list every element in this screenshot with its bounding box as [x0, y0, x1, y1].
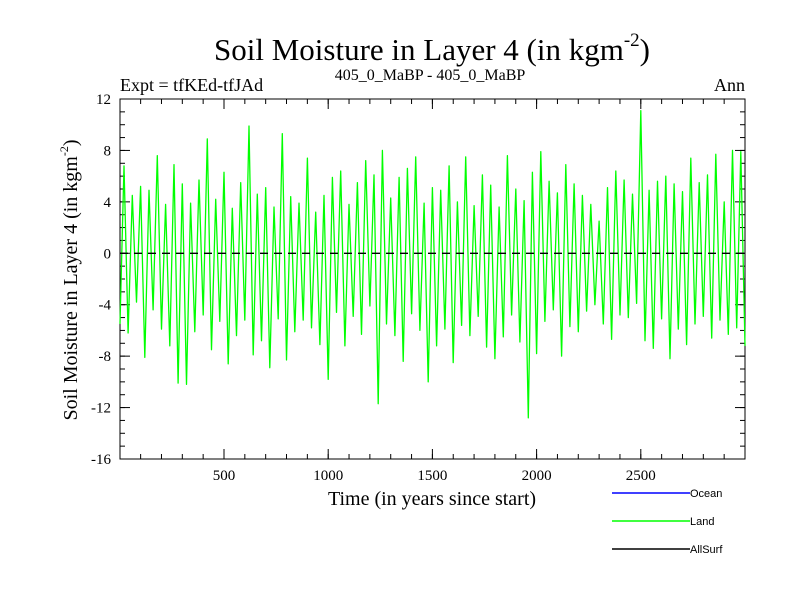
- x-tick-label: 1500: [417, 468, 447, 484]
- subtitle-right: Ann: [714, 75, 745, 95]
- legend-label-ocean: Ocean: [690, 488, 722, 500]
- series-layer: [119, 109, 746, 419]
- y-axis-label-end: ): [60, 139, 82, 146]
- y-axis-label: Soil Moisture in Layer 4 (in kgm-2): [57, 139, 82, 420]
- y-tick-label: 0: [104, 246, 112, 262]
- y-tick-label: 12: [96, 92, 111, 108]
- y-tick-label: -16: [91, 452, 111, 468]
- chart-title: Soil Moisture in Layer 4 (in kgm-2): [214, 30, 650, 67]
- x-tick-labels: 500 1000 1500 2000 2500: [213, 468, 656, 484]
- chart-title-text: Soil Moisture in Layer 4 (in kgm: [214, 32, 624, 67]
- y-tick-label: -12: [91, 401, 111, 417]
- y-tick-label: 4: [104, 195, 112, 211]
- chart-title-superscript: -2: [624, 30, 640, 51]
- legend: Ocean Land AllSurf: [612, 488, 723, 556]
- series-line-land: [119, 109, 746, 419]
- plot-area: [119, 98, 746, 460]
- subtitle-left: Expt = tfKEd-tfJAd: [120, 75, 263, 95]
- y-axis-label-text: Soil Moisture in Layer 4 (in kgm: [60, 156, 82, 421]
- y-tick-labels: -16 -12 -8 -4 0 4 8 12: [91, 92, 112, 468]
- y-tick-label: 8: [104, 143, 112, 159]
- y-axis-label-superscript: -2: [57, 146, 71, 156]
- x-tick-label: 1000: [313, 468, 343, 484]
- x-tick-label: 500: [213, 468, 236, 484]
- plot-frame: [119, 98, 746, 460]
- x-tick-label: 2000: [522, 468, 552, 484]
- x-axis-label: Time (in years since start): [328, 488, 536, 510]
- x-tick-label: 2500: [626, 468, 656, 484]
- y-tick-label: -4: [99, 298, 112, 314]
- chart-title-end: ): [640, 32, 650, 67]
- y-tick-label: -8: [99, 349, 112, 365]
- legend-label-allsurf: AllSurf: [690, 544, 723, 556]
- legend-label-land: Land: [690, 516, 714, 528]
- subtitle-center: 405_0_MaBP - 405_0_MaBP: [335, 67, 526, 84]
